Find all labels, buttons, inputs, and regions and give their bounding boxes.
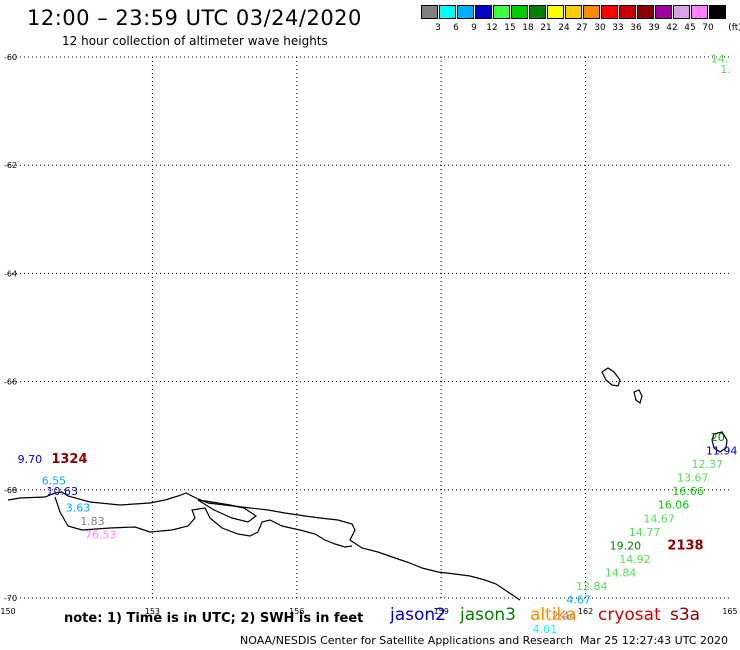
legend-swatch [547,5,564,19]
legend-label: 36 [630,23,642,33]
legend-swatch [601,5,618,19]
lon-tick-label: 156 [289,607,304,616]
wave-height-label: 4.67 [566,593,591,606]
wave-height-label: 14.77 [629,526,661,539]
legend-swatch [529,5,546,19]
lon-tick-label: 159 [434,607,449,616]
lon-tick-label: 165 [722,607,737,616]
coastline [7,491,521,601]
lat-tick-label: -68 [4,486,17,495]
page-subtitle: 12 hour collection of altimeter wave hei… [62,34,328,48]
wave-height-label: 14.92 [619,553,651,566]
lat-tick-label: -66 [4,378,17,387]
satellite-cryosat: cryosat [598,605,661,625]
legend-swatch [673,5,690,19]
footer-note: note: 1) Time is in UTC; 2) SWH is in fe… [64,611,364,626]
wave-height-label: 1.83 [80,515,105,528]
legend-label: 15 [504,23,516,33]
legend-swatch [583,5,600,19]
wave-height-label: 1. [720,63,731,76]
footer-credit: NOAA/NESDIS Center for Satellite Applica… [240,634,574,647]
wave-height-label: 6.55 [42,474,66,487]
wave-height-label: 9.70 [18,453,43,466]
wave-height-label: 14.67 [643,512,675,525]
satellite-altika: altika [530,605,577,625]
legend-swatch [421,5,438,19]
wave-height-label: 10.63 [47,485,79,498]
island [633,389,643,405]
island [711,431,728,453]
legend-swatch [655,5,672,19]
wave-height-label: 13.67 [677,472,709,485]
legend-swatch [493,5,510,19]
legend-label: 42 [666,23,678,33]
legend-swatch [439,5,456,19]
legend-label: 12 [486,23,498,33]
lat-tick-label: -64 [4,269,17,278]
lon-tick-label: 162 [578,607,593,616]
legend-swatch [637,5,654,19]
legend-label: 3 [435,23,441,33]
satellite-jason2: jason2 [390,605,446,625]
wave-height-label: 20. [711,431,729,444]
legend-label: 6 [453,23,459,33]
legend-swatch [709,5,726,19]
legend-swatch [511,5,528,19]
satellite-jason3: jason3 [460,605,516,625]
wave-height-label: 2.44 [552,610,577,623]
island [601,367,621,387]
legend-unit: (ft) [728,23,740,33]
legend-swatch [691,5,708,19]
legend-label: 70 [702,23,714,33]
lat-tick-label: -60 [4,53,17,62]
legend-label: 27 [576,23,588,33]
lon-tick-label: 153 [145,607,160,616]
legend-label: 39 [648,23,660,33]
legend-swatch [475,5,492,19]
wave-height-label: 12.37 [691,458,723,471]
wave-height-label: 16.66 [672,485,704,498]
legend-swatch [565,5,582,19]
lat-tick-label: -62 [4,161,17,170]
satellite-s3a: s3a [670,605,701,625]
wave-height-label: 76.53 [85,528,117,541]
legend-label: 33 [612,23,624,33]
lat-tick-label: -70 [4,594,17,603]
legend-label: 9 [471,23,477,33]
ice-shelf-outline [54,496,353,548]
wave-height-label: 1324 [51,452,87,467]
lon-tick-label: 150 [0,607,15,616]
legend-swatch [619,5,636,19]
legend-label: 18 [522,23,534,33]
wave-height-label: 12.84 [576,580,608,593]
wave-height-label: 14.84 [605,566,637,579]
legend-label: 45 [684,23,696,33]
legend-label: 30 [594,23,606,33]
wave-height-label: 11.94 [706,445,738,458]
wave-height-label: 4.01 [533,623,558,636]
legend-label: 21 [540,23,552,33]
page-title: 12:00 – 23:59 UTC 03/24/2020 [27,6,362,30]
wave-height-label: 14. [711,52,729,65]
inlet-outline [197,499,258,523]
legend-label: 24 [558,23,570,33]
wave-height-label: 16.06 [658,499,690,512]
footer-timestamp: Mar 25 12:27:43 UTC 2020 [580,634,728,647]
wave-height-label: 2138 [667,538,703,553]
legend-swatch [457,5,474,19]
wave-height-label: 3.63 [66,501,91,514]
wave-height-label: 19.20 [610,539,642,552]
